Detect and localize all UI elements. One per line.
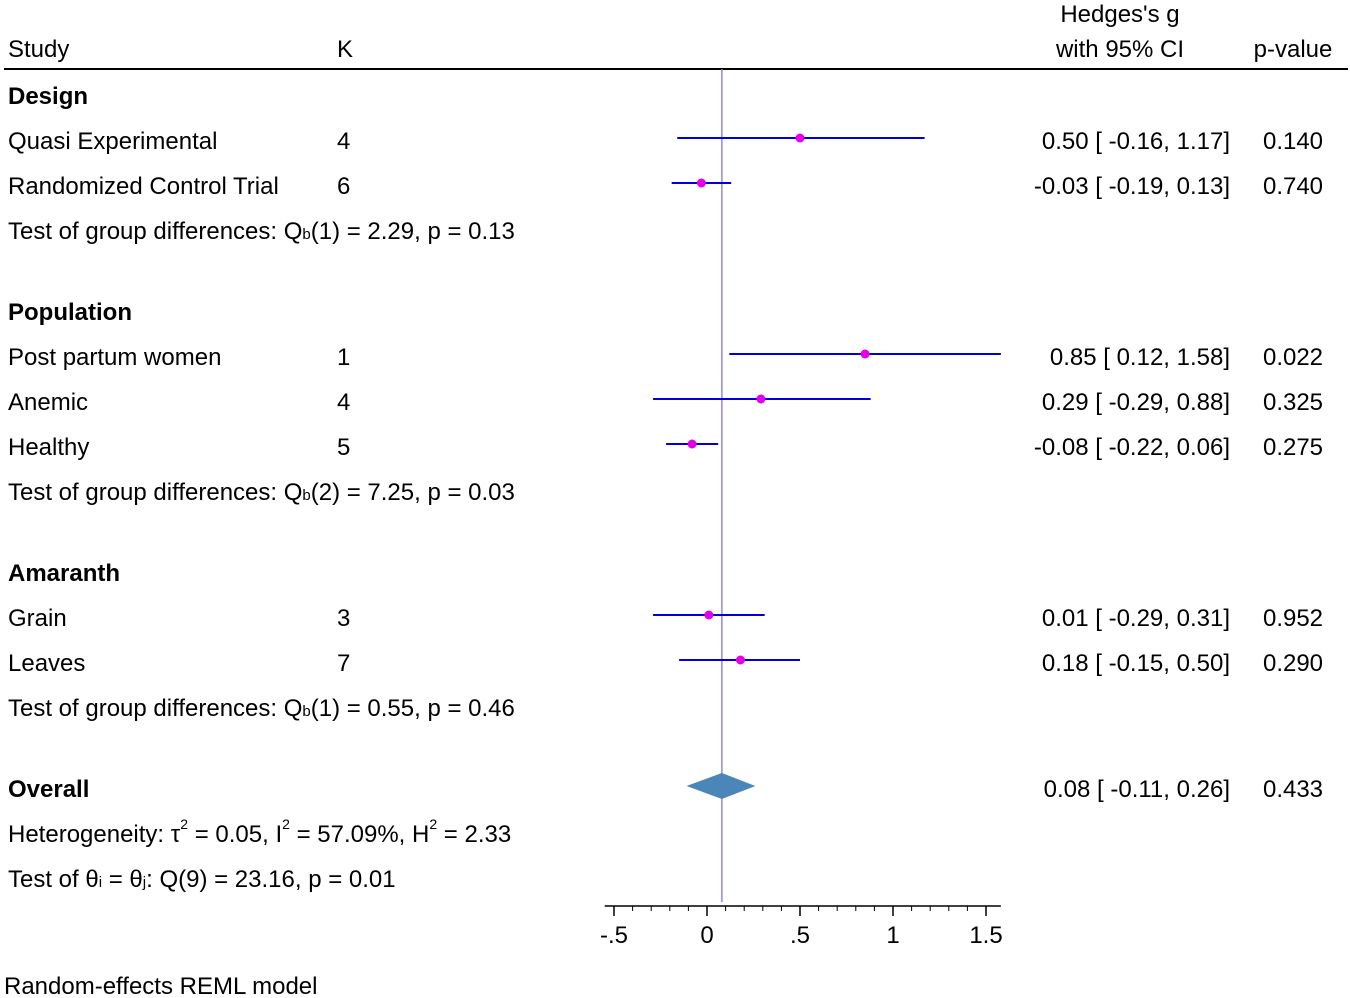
ci-text: -0.08 [ -0.22, 0.06] [1034, 434, 1230, 461]
group-difference-test: Test of group differences: Qb(2) = 7.25,… [8, 479, 515, 506]
overall-ci-text: 0.08 [ -0.11, 0.26] [1044, 776, 1230, 803]
effect-point [860, 349, 870, 359]
tick-label: .5 [790, 922, 810, 949]
overall-title: Overall [8, 776, 89, 803]
study-label: Quasi Experimental [8, 128, 217, 155]
x-axis: -.5 0 .5 1 1.5 [600, 905, 1003, 949]
study-label: Healthy [8, 434, 89, 461]
effect-point [704, 610, 714, 620]
study-label: Grain [8, 605, 67, 632]
study-k: 5 [337, 434, 350, 461]
tick-label: -.5 [600, 922, 628, 949]
header-study: Study [8, 36, 69, 63]
overall-p-value: 0.433 [1263, 776, 1323, 803]
study-k: 4 [337, 389, 350, 416]
p-value: 0.140 [1263, 128, 1323, 155]
p-value: 0.325 [1263, 389, 1323, 416]
heterogeneity-stats: Heterogeneity: τ2 = 0.05, I2 = 57.09%, H… [8, 816, 511, 848]
p-value: 0.952 [1263, 605, 1323, 632]
header-effect-line1: Hedges's g [1060, 1, 1179, 28]
study-k: 7 [337, 650, 350, 677]
rows-layer: Design Quasi Experimental 4 0.50 [ -0.16, 1… [8, 83, 1323, 893]
study-k: 3 [337, 605, 350, 632]
tick-label: 0 [700, 922, 713, 949]
group-title: Design [8, 83, 88, 110]
study-label: Randomized Control Trial [8, 173, 279, 200]
group-title: Population [8, 299, 132, 326]
overall-diamond [686, 773, 756, 799]
footnote: Random-effects REML model [4, 973, 317, 998]
ci-text: -0.03 [ -0.19, 0.13] [1034, 173, 1230, 200]
study-k: 4 [337, 128, 350, 155]
effect-point [687, 439, 697, 449]
study-k: 1 [337, 344, 350, 371]
header-effect-line2: with 95% CI [1055, 36, 1184, 63]
ci-text: 0.85 [ 0.12, 1.58] [1050, 344, 1230, 371]
ci-text: 0.50 [ -0.16, 1.17] [1042, 128, 1230, 155]
group-title: Amaranth [8, 560, 120, 587]
p-value: 0.022 [1263, 344, 1323, 371]
effect-point [696, 178, 706, 188]
study-label: Anemic [8, 389, 88, 416]
study-label: Leaves [8, 650, 85, 677]
ci-text: 0.18 [ -0.15, 0.50] [1042, 650, 1230, 677]
p-value: 0.275 [1263, 434, 1323, 461]
header-k: K [337, 36, 353, 63]
header-pvalue: p-value [1254, 36, 1333, 63]
study-k: 6 [337, 173, 350, 200]
effect-point [756, 394, 766, 404]
group-difference-test: Test of group differences: Qb(1) = 2.29,… [8, 218, 515, 245]
theta-test: Test of θi = θj: Q(9) = 23.16, p = 0.01 [8, 866, 396, 893]
effect-point [735, 655, 745, 665]
ci-text: 0.01 [ -0.29, 0.31] [1042, 605, 1230, 632]
p-value: 0.290 [1263, 650, 1323, 677]
ci-text: 0.29 [ -0.29, 0.88] [1042, 389, 1230, 416]
study-label: Post partum women [8, 344, 221, 371]
group-difference-test: Test of group differences: Qb(1) = 0.55,… [8, 695, 515, 722]
tick-label: 1 [886, 922, 899, 949]
effect-point [795, 133, 805, 143]
tick-label: 1.5 [969, 922, 1002, 949]
p-value: 0.740 [1263, 173, 1323, 200]
